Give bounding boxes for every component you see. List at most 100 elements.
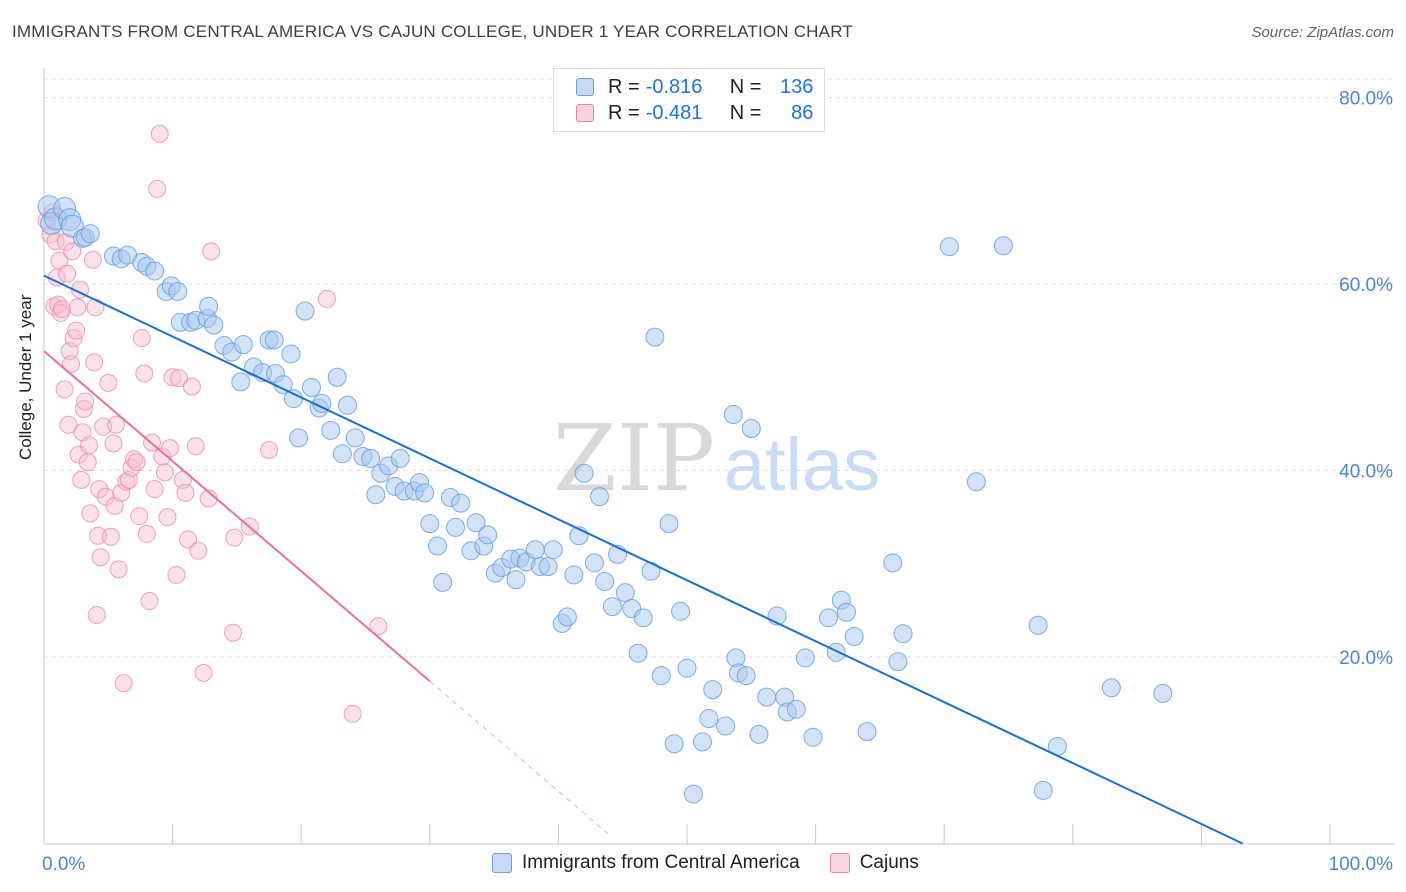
cajuns-point — [83, 250, 102, 269]
legend-swatch-blue — [576, 78, 594, 96]
cajuns-point — [189, 541, 208, 560]
central-america-point — [446, 517, 466, 537]
legend-n-label: N = — [729, 75, 762, 98]
central-america-point — [628, 643, 648, 663]
central-america-point — [451, 493, 471, 513]
central-america-point — [939, 237, 959, 257]
central-america-point — [283, 389, 303, 409]
central-america-point — [857, 722, 877, 742]
cajuns-point — [369, 617, 388, 636]
central-america-point — [664, 734, 684, 754]
central-america-point — [836, 602, 856, 622]
cajuns-point — [125, 450, 144, 469]
central-america-point — [281, 344, 301, 364]
cajuns-point — [114, 674, 133, 693]
series-legend-cajuns[interactable]: Cajuns — [829, 852, 919, 874]
central-america-point — [361, 448, 381, 468]
cajuns-point — [158, 508, 177, 527]
cajuns-point — [74, 399, 93, 418]
central-america-point — [683, 784, 703, 804]
central-america-point — [677, 658, 697, 678]
x-tick-label: 100.0% — [1329, 854, 1394, 875]
cajuns-point — [68, 298, 87, 317]
central-america-point — [803, 727, 823, 747]
cajuns-point — [81, 504, 100, 523]
central-america-point — [574, 463, 594, 483]
cajuns-point — [63, 242, 82, 261]
legend-n-value: 136 — [780, 75, 814, 98]
central-america-point — [478, 525, 498, 545]
cajuns-point — [202, 242, 221, 261]
central-america-point — [168, 281, 188, 301]
legend-n-value: 86 — [791, 101, 814, 124]
central-america-point — [1101, 678, 1121, 698]
central-america-point — [564, 565, 584, 585]
cajuns-point — [72, 470, 91, 489]
cajuns-point — [117, 472, 136, 491]
cajuns-point — [59, 415, 78, 434]
cajuns-trend-extension — [429, 680, 611, 836]
cajuns-point — [182, 377, 201, 396]
cajuns-point — [107, 415, 126, 434]
central-america-trend-line — [43, 274, 1243, 845]
legend-r-value: -0.481 — [645, 101, 703, 124]
cajuns-point — [80, 436, 99, 455]
central-america-point — [80, 224, 100, 244]
cajuns-point — [101, 527, 120, 546]
trend-lines — [43, 274, 1243, 845]
central-america-point — [420, 514, 440, 534]
central-america-point — [595, 571, 615, 591]
central-america-point — [199, 296, 219, 316]
central-america-point — [332, 444, 352, 464]
central-america-point — [736, 666, 756, 686]
central-america-point — [506, 570, 526, 590]
central-america-point — [1028, 615, 1048, 635]
cajuns-trend-line — [43, 350, 431, 683]
cajuns-point — [170, 369, 189, 388]
cajuns-point — [343, 704, 362, 723]
x-tick-label: 0.0% — [42, 854, 85, 875]
cajuns-point — [317, 289, 336, 308]
cajuns-point — [55, 380, 74, 399]
central-america-point — [893, 624, 913, 644]
cajuns-point — [76, 392, 95, 411]
cajuns-point — [62, 355, 81, 374]
legend-row-cajuns: R = -0.481 N = 86 — [576, 101, 813, 125]
central-america-point — [651, 666, 671, 686]
central-america-point — [264, 330, 284, 350]
cajuns-point — [90, 480, 109, 499]
cajuns-point — [73, 423, 92, 442]
central-america-point — [641, 561, 661, 581]
central-america-point — [145, 261, 165, 281]
cajuns-point — [186, 437, 205, 456]
cajuns-point — [89, 526, 108, 545]
central-america-point — [557, 607, 577, 627]
y-tick-label: 40.0% — [1339, 462, 1393, 483]
central-america-point — [633, 608, 653, 628]
central-america-point — [602, 597, 622, 617]
central-america-point — [699, 709, 719, 729]
central-america-point — [741, 419, 761, 439]
cajuns-point — [150, 124, 169, 143]
central-america-point — [289, 428, 309, 448]
correlation-legend: R = -0.816 N = 136 R = -0.481 N = 86 — [553, 68, 825, 132]
series-swatch-pink — [829, 853, 850, 873]
legend-r-label: R = — [608, 75, 640, 98]
central-america-point — [883, 553, 903, 573]
central-america-point — [366, 485, 386, 505]
central-america-point — [337, 395, 357, 415]
legend-swatch-pink — [576, 104, 594, 122]
tick-labels: 20.0% 40.0% 60.0% 80.0% 0.0% 100.0% — [42, 89, 1393, 876]
cajuns-point — [260, 440, 279, 459]
cajuns-point — [130, 507, 149, 526]
watermark-zip: ZIP — [553, 405, 715, 512]
cajuns-point — [104, 434, 123, 453]
central-america-point — [390, 448, 410, 468]
central-america-point — [301, 378, 321, 398]
cajuns-point — [155, 463, 174, 482]
cajuns-point — [105, 496, 124, 515]
central-america-point — [327, 367, 347, 387]
cajuns-point — [167, 565, 186, 584]
series-legend-central-america[interactable]: Immigrants from Central America — [492, 852, 800, 874]
cajuns-point — [163, 368, 182, 387]
